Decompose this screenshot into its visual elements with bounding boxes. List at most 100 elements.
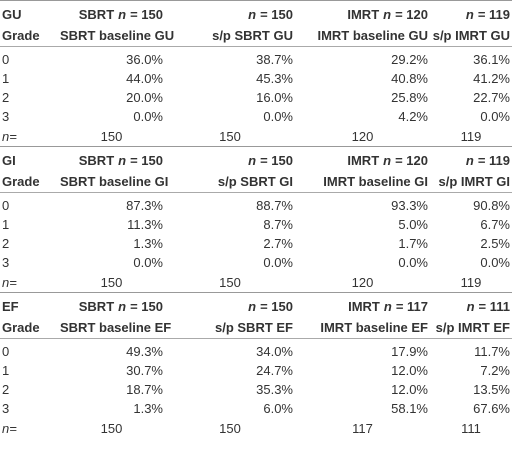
percent-cell: 88.7% [256, 198, 293, 213]
percent-cell: 38.7% [256, 52, 293, 67]
column-header: SBRT n = 150 [58, 147, 165, 171]
percent-cell: 0.0% [480, 255, 510, 270]
grade-cell: 3 [2, 401, 10, 416]
percent-cell: 34.0% [256, 344, 293, 359]
header-variable: n [465, 7, 474, 22]
header-count: = 111 [478, 299, 510, 314]
column-header: SBRT n = 150 [58, 1, 165, 25]
column-header: IMRT n = 117 [295, 293, 430, 317]
grade-label: Grade [0, 316, 58, 339]
column-subheader: SBRT baseline EF [58, 316, 171, 339]
column-subheader: SBRT baseline GU [58, 24, 174, 47]
header-group: IMRT [348, 299, 380, 314]
count-cell: 150 [100, 274, 123, 290]
data-row: 0 36.0% 38.7% 29.2% 36.1% [0, 47, 512, 70]
section-label: GU [2, 7, 22, 22]
percent-cell: 4.2% [398, 109, 428, 124]
percent-cell: 40.8% [391, 71, 428, 86]
percent-cell: 36.1% [473, 52, 510, 67]
percent-cell: 41.2% [473, 71, 510, 86]
count-row: n= 150 150 120 119 [0, 272, 512, 293]
column-header: n = 119 [430, 147, 512, 171]
header-variable: n [248, 7, 257, 22]
data-row: 3 0.0% 0.0% 4.2% 0.0% [0, 107, 512, 126]
grade-cell: 1 [2, 71, 10, 86]
header-count: = 150 [260, 153, 293, 168]
percent-cell: 17.9% [391, 344, 428, 359]
column-header: IMRT n = 120 [295, 147, 430, 171]
count-row: n= 150 150 117 111 [0, 418, 512, 438]
count-cell: 120 [351, 274, 374, 290]
column-subheader: IMRT baseline GU [295, 24, 430, 47]
count-cell: 111 [461, 420, 481, 436]
header-variable: n [383, 7, 392, 22]
column-header: n = 111 [430, 293, 512, 317]
column-subheader: s/p SBRT GU [165, 24, 295, 47]
header-row: Grade SBRT baseline EF s/p SBRT EF IMRT bas… [0, 316, 512, 339]
header-variable: n [466, 299, 475, 314]
percent-cell: 45.3% [256, 71, 293, 86]
percent-cell: 5.0% [398, 217, 428, 232]
count-cell: 150 [219, 420, 241, 436]
header-row: EF SBRT n = 150 n = 150 IMRT n = 117 n = 111 [0, 293, 512, 317]
header-group: IMRT [347, 7, 380, 22]
percent-cell: 1.3% [133, 401, 163, 416]
percent-cell: 2.5% [480, 236, 510, 251]
data-row: 0 49.3% 34.0% 17.9% 11.7% [0, 339, 512, 362]
count-cell: 117 [352, 420, 373, 436]
count-cell: 150 [100, 128, 123, 144]
header-group: SBRT [78, 7, 115, 22]
grade-cell: 3 [2, 255, 10, 270]
column-subheader: s/p SBRT GI [165, 170, 295, 193]
table-section: GI SBRT n = 150 n = 150 IMRT n = 120 n = 119 Grade S… [0, 146, 512, 293]
header-variable: n [118, 299, 127, 314]
column-subheader: SBRT baseline GI [58, 170, 168, 193]
count-label: n= [2, 274, 17, 290]
header-count: = 117 [395, 299, 428, 314]
percent-cell: 67.6% [473, 401, 510, 416]
header-variable: n [118, 153, 127, 168]
percent-cell: 7.2% [480, 363, 510, 378]
column-subheader: IMRT baseline EF [295, 316, 430, 339]
percent-cell: 11.7% [474, 344, 510, 359]
percent-cell: 44.0% [126, 71, 163, 86]
header-count: = 150 [260, 299, 293, 314]
percent-cell: 0.0% [398, 255, 428, 270]
percent-cell: 30.7% [126, 363, 163, 378]
data-row: 3 1.3% 6.0% 58.1% 67.6% [0, 399, 512, 418]
grade-cell: 0 [2, 198, 10, 213]
percent-cell: 12.0% [391, 363, 428, 378]
header-count: = 119 [477, 153, 510, 168]
column-subheader: s/p SBRT EF [165, 316, 295, 339]
section-label: EF [2, 299, 19, 314]
percent-cell: 35.3% [256, 382, 293, 397]
header-group: SBRT [78, 299, 115, 314]
column-header: SBRT n = 150 [58, 293, 165, 317]
count-cell: 120 [351, 128, 374, 144]
count-cell: 119 [460, 274, 482, 290]
percent-cell: 93.3% [391, 198, 428, 213]
header-row: Grade SBRT baseline GI s/p SBRT GI IMRT bas… [0, 170, 512, 193]
header-count: = 120 [395, 7, 428, 22]
header-count: = 150 [130, 153, 163, 168]
header-variable: n [383, 153, 392, 168]
grade-cell: 1 [2, 363, 10, 378]
count-cell: 119 [460, 128, 482, 144]
header-count: = 150 [130, 299, 163, 314]
header-variable: n [465, 153, 474, 168]
header-count: = 120 [395, 153, 428, 168]
count-label: n= [2, 128, 17, 144]
section-label: GI [2, 153, 16, 168]
column-subheader: s/p IMRT GU [430, 24, 512, 47]
percent-cell: 0.0% [480, 109, 510, 124]
data-row: 1 44.0% 45.3% 40.8% 41.2% [0, 69, 512, 88]
data-table: GU SBRT n = 150 n = 150 IMRT n = 120 n = 119 Grade S… [0, 0, 512, 438]
column-header: n = 150 [165, 1, 295, 25]
grade-label: Grade [0, 24, 58, 47]
percent-cell: 8.7% [263, 217, 293, 232]
grade-cell: 2 [2, 236, 10, 251]
grade-cell: 2 [2, 382, 10, 397]
percent-cell: 87.3% [126, 198, 163, 213]
header-variable: n [248, 153, 257, 168]
